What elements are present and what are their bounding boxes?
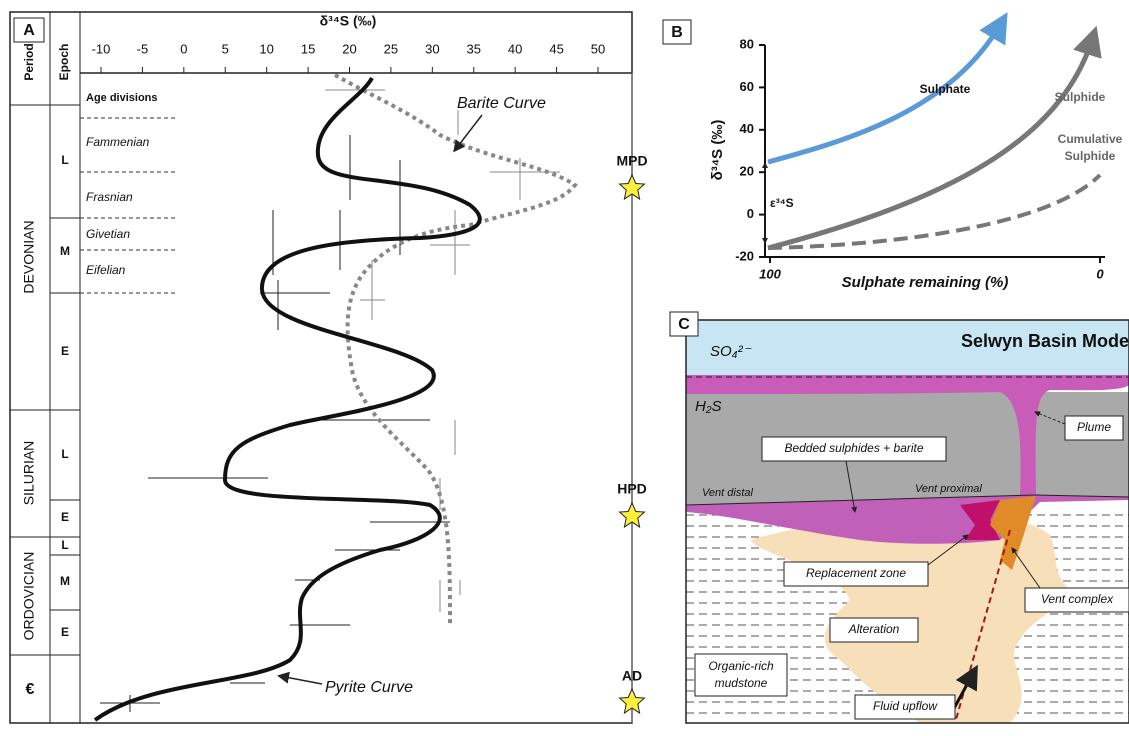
label: Organic-rich <box>708 659 774 673</box>
age: Eifelian <box>86 263 126 277</box>
y-tick-label: 40 <box>740 121 754 136</box>
label: Vent distal <box>702 487 754 499</box>
panel-a: A δ³⁴S (‰) -10 -5 0 5 10 15 20 25 30 35 40 45 50 Per… <box>10 12 648 723</box>
event-label: AD <box>622 668 642 684</box>
label: Bedded sulphides + barite <box>784 441 923 455</box>
epoch: E <box>61 344 69 358</box>
x-tick-label: -5 <box>137 41 149 56</box>
period: SILURIAN <box>21 441 37 506</box>
event-label: MPD <box>616 153 647 169</box>
ticks: 80 60 40 20 0 -20 100 0 <box>735 36 1104 281</box>
epoch: L <box>61 447 68 461</box>
label: Vent proximal <box>915 483 982 495</box>
arrow <box>280 676 322 684</box>
panel-c: C Selwyn Basin Mode SO₄²⁻ H₂S Plume Bedd… <box>670 312 1129 723</box>
x-tick-label: 15 <box>301 41 315 56</box>
label: Fluid upflow <box>873 699 938 713</box>
label: Alteration <box>848 622 900 636</box>
barite-curve <box>335 75 575 625</box>
annotation: Pyrite Curve <box>325 679 413 696</box>
label: SO₄²⁻ <box>710 343 752 360</box>
panel-frame <box>10 12 632 723</box>
series-label: Cumulative <box>1058 132 1123 146</box>
sulphide-curve <box>768 40 1092 248</box>
x-axis-title: Sulphate remaining (%) <box>842 274 1009 291</box>
y-axis-title: δ³⁴S (‰) <box>709 120 726 181</box>
figure: A δ³⁴S (‰) -10 -5 0 5 10 15 20 25 30 35 40 45 50 Per… <box>0 0 1129 731</box>
label: Replacement zone <box>806 566 906 580</box>
cumulative-curve <box>768 175 1100 248</box>
annotation: Barite Curve <box>457 95 546 112</box>
epoch: M <box>60 574 70 588</box>
age: Fammenian <box>86 135 150 149</box>
period: € <box>26 681 35 698</box>
period: DEVONIAN <box>21 220 37 293</box>
axis-title: δ³⁴S (‰) <box>320 13 377 29</box>
x-tick-label: 35 <box>467 41 481 56</box>
label: Plume <box>1077 420 1111 434</box>
age: Age divisions <box>86 92 158 104</box>
y-tick-label: -20 <box>735 248 754 263</box>
epoch: M <box>60 244 70 258</box>
model-title: Selwyn Basin Mode <box>961 331 1129 351</box>
x-tick-label: 0 <box>1096 266 1104 281</box>
x-tick-label: -10 <box>92 41 111 56</box>
period: ORDOVICIAN <box>21 552 37 641</box>
label: H₂S <box>695 398 722 415</box>
event-label: HPD <box>617 481 647 497</box>
x-ticks: -10 -5 0 5 10 15 20 25 30 35 40 45 50 <box>92 41 606 73</box>
y-tick-label: 20 <box>740 164 754 179</box>
series-label: Sulphate <box>920 82 971 96</box>
x-tick-label: 50 <box>591 41 605 56</box>
age: Frasnian <box>86 190 133 204</box>
error-bars <box>325 90 560 612</box>
error-bars <box>100 135 450 712</box>
arrow <box>455 115 482 150</box>
panel-label: B <box>671 24 683 41</box>
x-tick-label: 10 <box>259 41 273 56</box>
panel-b: B 80 60 40 20 0 -20 100 0 δ³⁴S (‰) Sulphate rem… <box>663 20 1123 291</box>
column-header: Period <box>22 43 36 80</box>
column-header: Epoch <box>57 44 71 81</box>
x-tick-label: 100 <box>759 266 781 281</box>
epoch: L <box>61 153 68 167</box>
x-tick-label: 45 <box>549 41 563 56</box>
panel-label: A <box>23 22 35 39</box>
x-tick-label: 25 <box>384 41 398 56</box>
pyrite-curve <box>95 78 480 720</box>
panel-label: C <box>678 316 690 333</box>
y-tick-label: 60 <box>740 79 754 94</box>
x-tick-label: 20 <box>342 41 356 56</box>
x-tick-label: 40 <box>508 41 522 56</box>
x-tick-label: 0 <box>180 41 187 56</box>
x-tick-label: 5 <box>222 41 229 56</box>
epoch: L <box>61 538 68 552</box>
series-label: Sulphide <box>1065 149 1116 163</box>
label: Vent complex <box>1041 592 1114 606</box>
x-tick-label: 30 <box>425 41 439 56</box>
age: Givetian <box>86 227 130 241</box>
series-label: Sulphide <box>1055 90 1106 104</box>
y-tick-label: 80 <box>740 36 754 51</box>
y-tick-label: 0 <box>747 206 754 221</box>
epoch: E <box>61 625 69 639</box>
label: mudstone <box>715 676 768 690</box>
epoch: E <box>61 510 69 524</box>
annotation: ε³⁴S <box>770 196 794 210</box>
